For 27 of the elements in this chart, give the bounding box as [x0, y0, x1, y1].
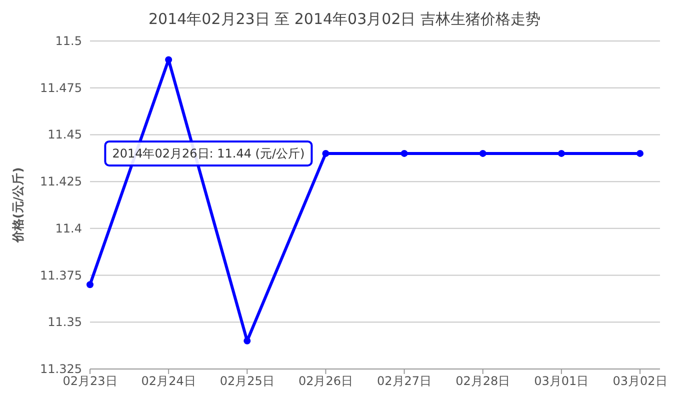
y-tick-label: 11.475: [40, 80, 82, 95]
x-tick-label: 02月24日: [141, 374, 196, 388]
y-tick-label: 11.45: [48, 128, 82, 142]
point: [244, 337, 251, 344]
point: [479, 150, 486, 157]
point: [322, 150, 330, 157]
x-tick-label: 02月27日: [377, 374, 432, 388]
x-tick-label: 02月25日: [220, 374, 274, 388]
y-tick-label: 11.425: [40, 174, 82, 189]
x-tick-label: 02月23日: [62, 374, 118, 388]
point: [165, 56, 172, 64]
annotation: 2014年02月26日: 11.44 (元/公斤): [112, 146, 305, 160]
x-tick-label: 03月01日: [534, 374, 589, 388]
point: [558, 150, 565, 157]
point: [400, 150, 408, 157]
y-tick-label: 11.5: [55, 34, 82, 48]
y-tick-label: 11.35: [48, 315, 82, 330]
point: [636, 150, 644, 157]
chart-title: 2014年02月23日 至 2014年03月02日 吉林生猪价格走势: [148, 10, 540, 28]
x-tick-label: 02月28日: [456, 374, 510, 388]
y-tick-label: 11.4: [55, 221, 82, 236]
x-tick-label: 03月02日: [612, 374, 668, 388]
point: [86, 281, 94, 288]
x-tick-label: 02月26日: [298, 374, 353, 388]
y-tick-label: 11.375: [40, 268, 82, 282]
y-tick-label: 11.325: [40, 362, 82, 376]
y-axis-title: 价格(元/公斤): [11, 167, 25, 244]
